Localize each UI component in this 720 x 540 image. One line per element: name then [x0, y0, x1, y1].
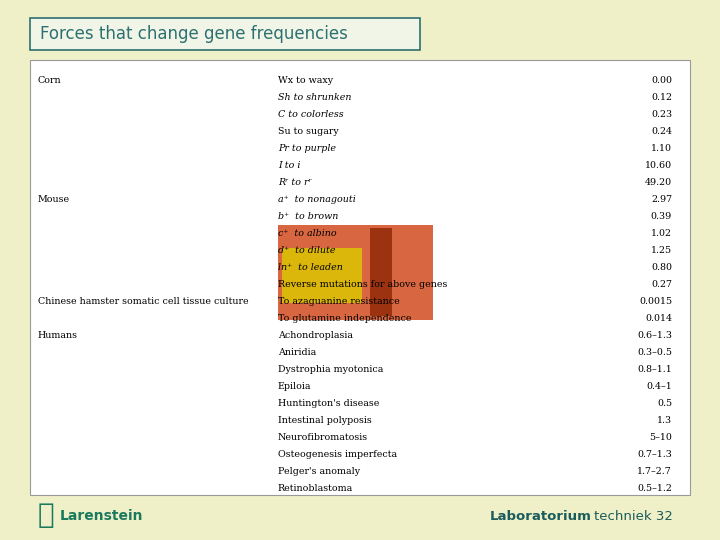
Text: Huntington's disease: Huntington's disease — [278, 399, 379, 408]
Text: 0.4–1: 0.4–1 — [647, 382, 672, 391]
Text: Sh to shrunken: Sh to shrunken — [278, 93, 351, 102]
FancyBboxPatch shape — [282, 248, 362, 303]
Bar — [30, 60, 690, 495]
Text: 1.7–2.7: 1.7–2.7 — [637, 467, 672, 476]
Text: 0.27: 0.27 — [651, 280, 672, 289]
Text: Epiloia: Epiloia — [278, 382, 312, 391]
Text: 1.10: 1.10 — [651, 144, 672, 153]
Text: 0.6–1.3: 0.6–1.3 — [637, 331, 672, 340]
Text: Neurofibromatosis: Neurofibromatosis — [278, 433, 368, 442]
Text: Pr to purple: Pr to purple — [278, 144, 336, 153]
Text: c⁺  to albino: c⁺ to albino — [278, 229, 337, 238]
Text: To azaguanine resistance: To azaguanine resistance — [278, 297, 400, 306]
Text: Intestinal polyposis: Intestinal polyposis — [278, 416, 372, 425]
Text: 1.25: 1.25 — [651, 246, 672, 255]
Bar — [30, 18, 420, 50]
Text: ln⁺  to leaden: ln⁺ to leaden — [278, 263, 343, 272]
Text: Reverse mutations for above genes: Reverse mutations for above genes — [278, 280, 447, 289]
Text: Chinese hamster somatic cell tissue culture: Chinese hamster somatic cell tissue cult… — [38, 297, 248, 306]
Text: ℒ: ℒ — [38, 503, 55, 530]
Text: 0.0015: 0.0015 — [639, 297, 672, 306]
Text: Corn: Corn — [38, 76, 62, 85]
Text: 0.39: 0.39 — [651, 212, 672, 221]
Text: Larenstein: Larenstein — [60, 509, 143, 523]
Text: Forces that change gene frequencies: Forces that change gene frequencies — [40, 25, 348, 43]
Text: 2.97: 2.97 — [651, 195, 672, 204]
Text: Mouse: Mouse — [38, 195, 70, 204]
Text: a⁺  to nonagouti: a⁺ to nonagouti — [278, 195, 356, 204]
Text: 0.5–1.2: 0.5–1.2 — [637, 484, 672, 493]
Text: Wx to waxy: Wx to waxy — [278, 76, 333, 85]
FancyBboxPatch shape — [370, 228, 392, 316]
Text: Dystrophia myotonica: Dystrophia myotonica — [278, 365, 383, 374]
Text: To glutamine independence: To glutamine independence — [278, 314, 412, 323]
Text: Rʳ to rʳ: Rʳ to rʳ — [278, 178, 312, 187]
Text: 1.02: 1.02 — [651, 229, 672, 238]
Text: Aniridia: Aniridia — [278, 348, 316, 357]
Text: Osteogenesis imperfecta: Osteogenesis imperfecta — [278, 450, 397, 459]
Text: 0.014: 0.014 — [645, 314, 672, 323]
Text: 1.3: 1.3 — [657, 416, 672, 425]
Text: Humans: Humans — [38, 331, 78, 340]
Text: 0.3–0.5: 0.3–0.5 — [637, 348, 672, 357]
Text: 49.20: 49.20 — [645, 178, 672, 187]
Text: techniek 32: techniek 32 — [594, 510, 673, 523]
Text: Achondroplasia: Achondroplasia — [278, 331, 353, 340]
Text: C to colorless: C to colorless — [278, 110, 343, 119]
FancyBboxPatch shape — [278, 225, 433, 320]
Text: 0.8–1.1: 0.8–1.1 — [637, 365, 672, 374]
Text: 0.5: 0.5 — [657, 399, 672, 408]
Text: Pelger's anomaly: Pelger's anomaly — [278, 467, 360, 476]
Text: d⁺  to dilute: d⁺ to dilute — [278, 246, 336, 255]
Text: Su to sugary: Su to sugary — [278, 127, 338, 136]
Text: 5–10: 5–10 — [649, 433, 672, 442]
Text: b⁺  to brown: b⁺ to brown — [278, 212, 338, 221]
Text: 0.12: 0.12 — [651, 93, 672, 102]
Text: 0.24: 0.24 — [651, 127, 672, 136]
Text: 10.60: 10.60 — [645, 161, 672, 170]
Text: I to i: I to i — [278, 161, 300, 170]
Text: 0.23: 0.23 — [651, 110, 672, 119]
Text: 0.80: 0.80 — [651, 263, 672, 272]
Text: 0.7–1.3: 0.7–1.3 — [637, 450, 672, 459]
Text: Laboratorium: Laboratorium — [490, 510, 592, 523]
Text: Retinoblastoma: Retinoblastoma — [278, 484, 354, 493]
Text: 0.00: 0.00 — [651, 76, 672, 85]
